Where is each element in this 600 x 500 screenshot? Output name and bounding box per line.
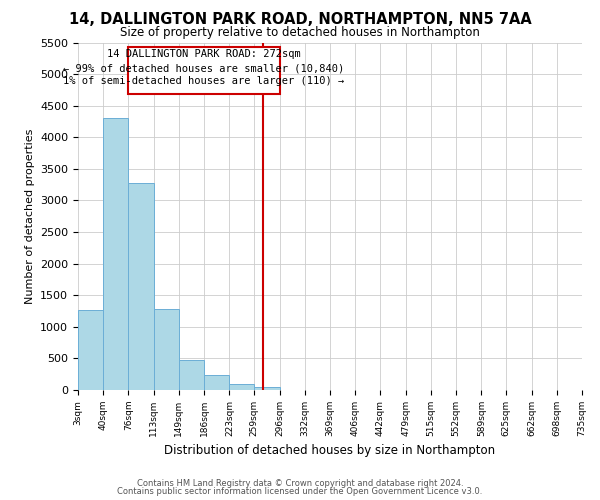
Bar	[103, 118, 128, 390]
Bar	[128, 184, 154, 390]
Bar	[229, 384, 254, 390]
Bar	[179, 360, 204, 390]
Text: Size of property relative to detached houses in Northampton: Size of property relative to detached ho…	[120, 26, 480, 39]
X-axis label: Distribution of detached houses by size in Northampton: Distribution of detached houses by size …	[164, 444, 496, 458]
Text: Contains HM Land Registry data © Crown copyright and database right 2024.: Contains HM Land Registry data © Crown c…	[137, 478, 463, 488]
Bar	[128, 47, 280, 94]
Bar	[78, 310, 103, 390]
Bar	[154, 309, 179, 390]
Text: 1% of semi-detached houses are larger (110) →: 1% of semi-detached houses are larger (1…	[64, 76, 344, 86]
Text: ← 99% of detached houses are smaller (10,840): ← 99% of detached houses are smaller (10…	[64, 63, 344, 73]
Bar	[254, 386, 280, 390]
Bar	[204, 375, 229, 390]
Text: Contains public sector information licensed under the Open Government Licence v3: Contains public sector information licen…	[118, 487, 482, 496]
Y-axis label: Number of detached properties: Number of detached properties	[25, 128, 35, 304]
Text: 14, DALLINGTON PARK ROAD, NORTHAMPTON, NN5 7AA: 14, DALLINGTON PARK ROAD, NORTHAMPTON, N…	[68, 12, 532, 28]
Text: 14 DALLINGTON PARK ROAD: 272sqm: 14 DALLINGTON PARK ROAD: 272sqm	[107, 49, 301, 59]
